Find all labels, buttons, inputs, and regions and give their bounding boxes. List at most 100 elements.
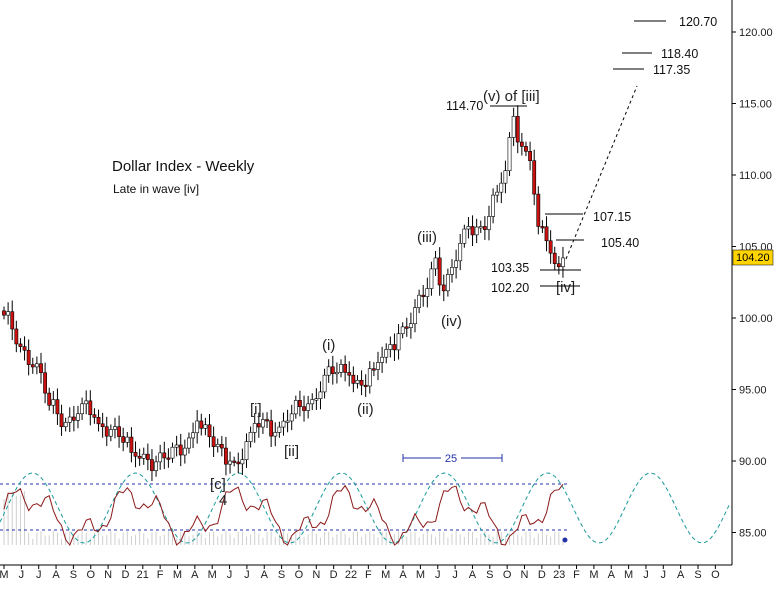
candle-up (367, 368, 372, 387)
candle-down (211, 436, 216, 447)
candle-down (437, 257, 442, 286)
candle-down (347, 372, 352, 376)
candle-up (454, 260, 459, 268)
projection-dotted-line (565, 85, 638, 260)
x-tick-label: M (416, 569, 425, 581)
candle-up (376, 362, 380, 370)
candle-down (269, 420, 274, 437)
candle-down (236, 461, 241, 465)
candle-up (203, 424, 208, 429)
candle-down (404, 326, 409, 329)
x-tick-label: J (435, 569, 441, 581)
candle-up (503, 170, 508, 184)
axes: 85.0090.0095.00100.00105.00110.00115.001… (0, 0, 774, 581)
candle-up (141, 453, 146, 459)
candle-up (76, 413, 80, 421)
wave-label-minor-iv: [iv] (556, 279, 575, 296)
cycle-sine-wave (0, 472, 730, 544)
x-tick-label: J (643, 569, 649, 581)
y-tick-label: 115.00 (739, 99, 772, 111)
wave-label-minor-i: [i] (250, 401, 262, 418)
candle-up (195, 420, 200, 434)
wave-label-ii: (ii) (357, 401, 374, 418)
wave-label-v-of-iii: (v) of [iii] (483, 88, 540, 105)
candle-down (302, 406, 306, 411)
candle-up (6, 311, 11, 316)
wave-label-i: (i) (322, 337, 335, 354)
candle-down (224, 447, 228, 465)
wave-label-iv: (iv) (441, 313, 462, 330)
candle-up (310, 399, 315, 405)
x-tick-label: A (608, 569, 616, 581)
x-tick-label: M (381, 569, 390, 581)
candle-down (351, 374, 356, 384)
candle-down (162, 452, 167, 459)
x-tick-label: S (486, 569, 493, 581)
candle-down (536, 193, 541, 227)
candle-up (285, 420, 290, 423)
candle-down (2, 310, 6, 316)
candle-up (511, 116, 516, 138)
candle-down (121, 436, 126, 443)
x-tick-label: F (157, 569, 164, 581)
x-tick-label: A (261, 569, 269, 581)
level-label-105-40: 105.40 (601, 236, 639, 250)
cycle-span-label-bg (441, 452, 461, 464)
oscillator-line (3, 483, 564, 546)
candle-down (137, 455, 142, 459)
candle-up (113, 426, 117, 430)
wave-label-4: 4 (219, 492, 227, 509)
candle-up (187, 437, 191, 449)
y-tick-label: 100.00 (739, 313, 773, 325)
candle-up (339, 364, 343, 373)
candle-down (540, 226, 545, 229)
candle-down (178, 444, 183, 456)
candle-down (10, 311, 15, 330)
candle-up (261, 419, 265, 428)
x-tick-label: M (0, 569, 9, 581)
x-tick-label: O (295, 569, 304, 581)
level-label-117-35: 117.35 (653, 63, 690, 77)
x-tick-label: A (469, 569, 477, 581)
candle-down (256, 423, 261, 428)
x-tick-label: O (86, 569, 95, 581)
candle-down (117, 426, 121, 437)
candle-down (104, 426, 109, 437)
candle-up (108, 429, 113, 437)
candle-down (59, 413, 64, 428)
candle-down (524, 146, 528, 152)
y-tick-label: 90.00 (739, 456, 767, 468)
x-tick-label: A (399, 569, 407, 581)
annotations: Dollar Index - Weekly Late in wave [iv] … (112, 15, 717, 509)
cycle-span-label: 25 (445, 453, 457, 465)
candle-up (170, 446, 175, 459)
candle-down (100, 423, 105, 428)
x-tick-label: D (121, 569, 129, 581)
candle-up (491, 194, 495, 217)
candle-down (55, 399, 60, 415)
candle-down (470, 226, 475, 236)
candle-down (199, 420, 204, 429)
x-tick-label: S (694, 569, 701, 581)
x-tick-label: A (52, 569, 60, 581)
candle-up (335, 372, 339, 375)
candle-down (145, 453, 150, 460)
candle-down (47, 392, 52, 406)
x-tick-label: O (503, 569, 512, 581)
candle-down (330, 366, 335, 374)
candle-down (515, 116, 520, 143)
last-price-label: 104.20 (736, 252, 770, 264)
candle-up (252, 423, 257, 433)
candle-down (232, 460, 237, 463)
level-label-120-70: 120.70 (679, 15, 717, 29)
candle-down (26, 349, 31, 365)
candle-up (215, 444, 220, 447)
candle-down (392, 344, 397, 351)
candle-up (51, 399, 56, 406)
oscillator-panel (0, 472, 730, 546)
x-tick-label: A (191, 569, 199, 581)
candle-up (326, 366, 331, 376)
candle-down (22, 346, 27, 351)
